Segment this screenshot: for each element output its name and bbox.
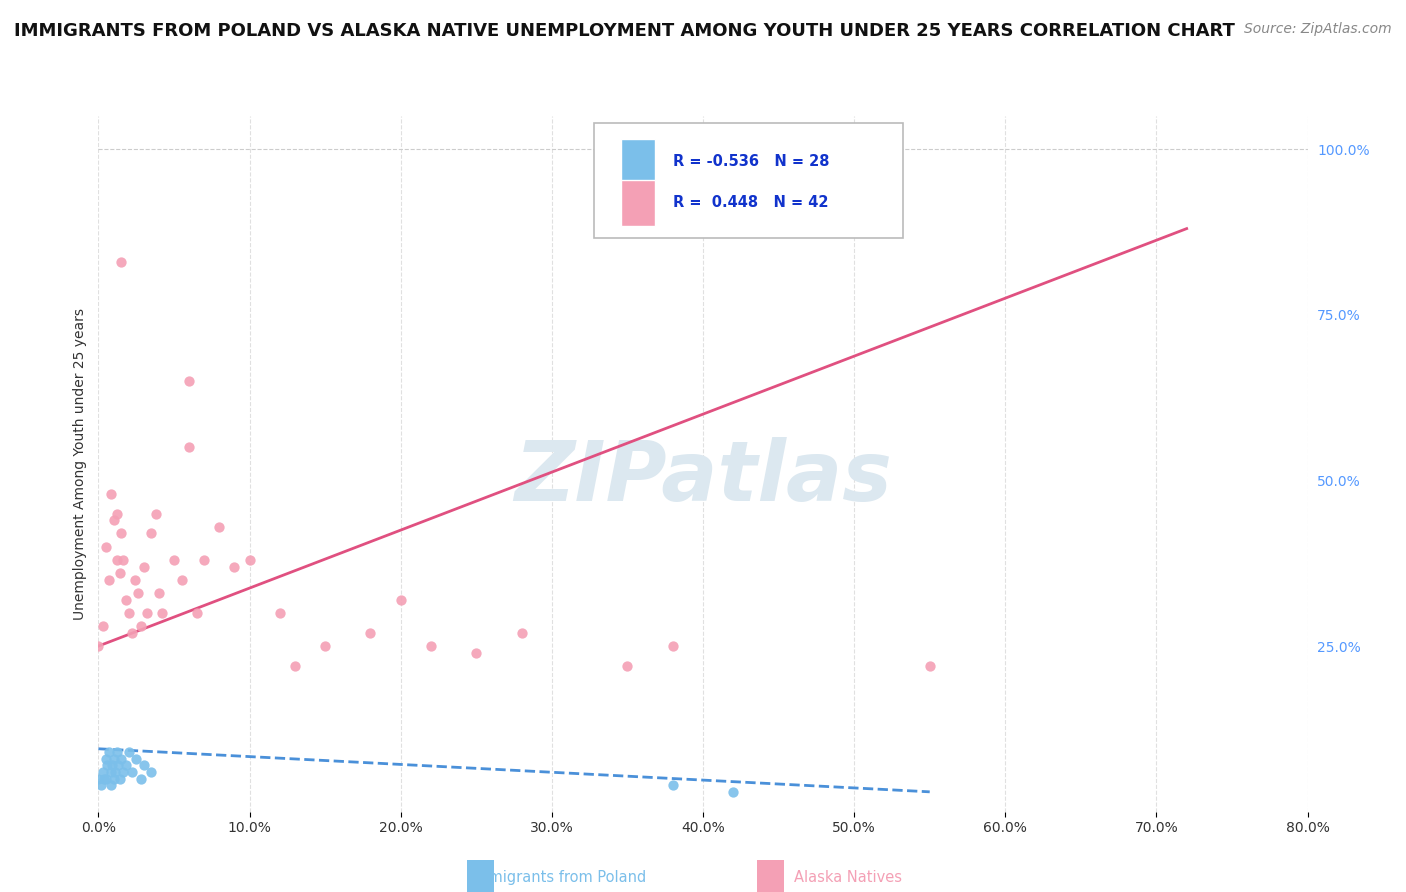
Point bbox=[110, 254, 132, 268]
Point bbox=[94, 540, 117, 554]
Point bbox=[723, 785, 745, 799]
Point bbox=[132, 758, 155, 772]
FancyBboxPatch shape bbox=[595, 123, 903, 238]
Point bbox=[93, 772, 115, 786]
Point bbox=[662, 639, 685, 653]
Point bbox=[118, 745, 141, 759]
Text: Source: ZipAtlas.com: Source: ZipAtlas.com bbox=[1244, 22, 1392, 37]
Point bbox=[127, 586, 149, 600]
Point bbox=[107, 758, 129, 772]
Point bbox=[135, 606, 157, 620]
Text: Alaska Natives: Alaska Natives bbox=[794, 871, 903, 886]
Point bbox=[465, 646, 488, 660]
Point bbox=[193, 553, 215, 567]
Text: R = -0.536   N = 28: R = -0.536 N = 28 bbox=[673, 153, 830, 169]
Point bbox=[121, 764, 143, 779]
Point bbox=[360, 625, 382, 640]
Point bbox=[148, 586, 170, 600]
Text: ZIPatlas: ZIPatlas bbox=[515, 437, 891, 518]
FancyBboxPatch shape bbox=[621, 180, 655, 226]
Point bbox=[918, 659, 941, 673]
Point bbox=[108, 566, 131, 581]
Point bbox=[132, 559, 155, 574]
Point bbox=[100, 486, 122, 500]
Point bbox=[87, 772, 110, 786]
Point bbox=[110, 526, 132, 541]
Point bbox=[141, 764, 163, 779]
Point bbox=[284, 659, 307, 673]
Point bbox=[163, 553, 186, 567]
Text: R =  0.448   N = 42: R = 0.448 N = 42 bbox=[673, 195, 828, 211]
Point bbox=[125, 752, 148, 766]
Point bbox=[150, 606, 173, 620]
Point bbox=[114, 758, 136, 772]
Point bbox=[314, 639, 336, 653]
Point bbox=[170, 573, 193, 587]
Point bbox=[186, 606, 208, 620]
Point bbox=[662, 778, 685, 792]
Point bbox=[420, 639, 443, 653]
Point bbox=[101, 758, 124, 772]
Point bbox=[91, 619, 114, 633]
Point bbox=[129, 619, 152, 633]
Point bbox=[103, 752, 125, 766]
Point bbox=[105, 507, 128, 521]
Point bbox=[94, 772, 117, 786]
Point bbox=[91, 764, 114, 779]
Point bbox=[616, 659, 638, 673]
Point bbox=[124, 573, 146, 587]
Point bbox=[103, 513, 125, 527]
Point bbox=[104, 764, 127, 779]
FancyBboxPatch shape bbox=[467, 861, 494, 892]
FancyBboxPatch shape bbox=[758, 861, 785, 892]
FancyBboxPatch shape bbox=[621, 138, 655, 184]
Point bbox=[208, 520, 231, 534]
Point bbox=[96, 758, 118, 772]
Point bbox=[108, 772, 131, 786]
Point bbox=[389, 592, 412, 607]
Point bbox=[100, 778, 122, 792]
Text: IMMIGRANTS FROM POLAND VS ALASKA NATIVE UNEMPLOYMENT AMONG YOUTH UNDER 25 YEARS : IMMIGRANTS FROM POLAND VS ALASKA NATIVE … bbox=[14, 22, 1234, 40]
Point bbox=[141, 526, 163, 541]
Point bbox=[100, 764, 122, 779]
Point bbox=[103, 772, 125, 786]
Point bbox=[94, 752, 117, 766]
Point bbox=[90, 778, 112, 792]
Point bbox=[129, 772, 152, 786]
Point bbox=[87, 639, 110, 653]
Point bbox=[118, 606, 141, 620]
Point bbox=[111, 553, 134, 567]
Point bbox=[98, 573, 121, 587]
Point bbox=[145, 507, 167, 521]
Point bbox=[105, 553, 128, 567]
Y-axis label: Unemployment Among Youth under 25 years: Unemployment Among Youth under 25 years bbox=[73, 308, 87, 620]
Point bbox=[121, 625, 143, 640]
Point bbox=[114, 592, 136, 607]
Point bbox=[224, 559, 246, 574]
Point bbox=[239, 553, 262, 567]
Point bbox=[179, 374, 201, 388]
Text: Immigrants from Poland: Immigrants from Poland bbox=[470, 871, 645, 886]
Point bbox=[110, 752, 132, 766]
Point bbox=[98, 745, 121, 759]
Point bbox=[510, 625, 533, 640]
Point bbox=[105, 745, 128, 759]
Point bbox=[179, 440, 201, 454]
Point bbox=[269, 606, 291, 620]
Point bbox=[111, 764, 134, 779]
